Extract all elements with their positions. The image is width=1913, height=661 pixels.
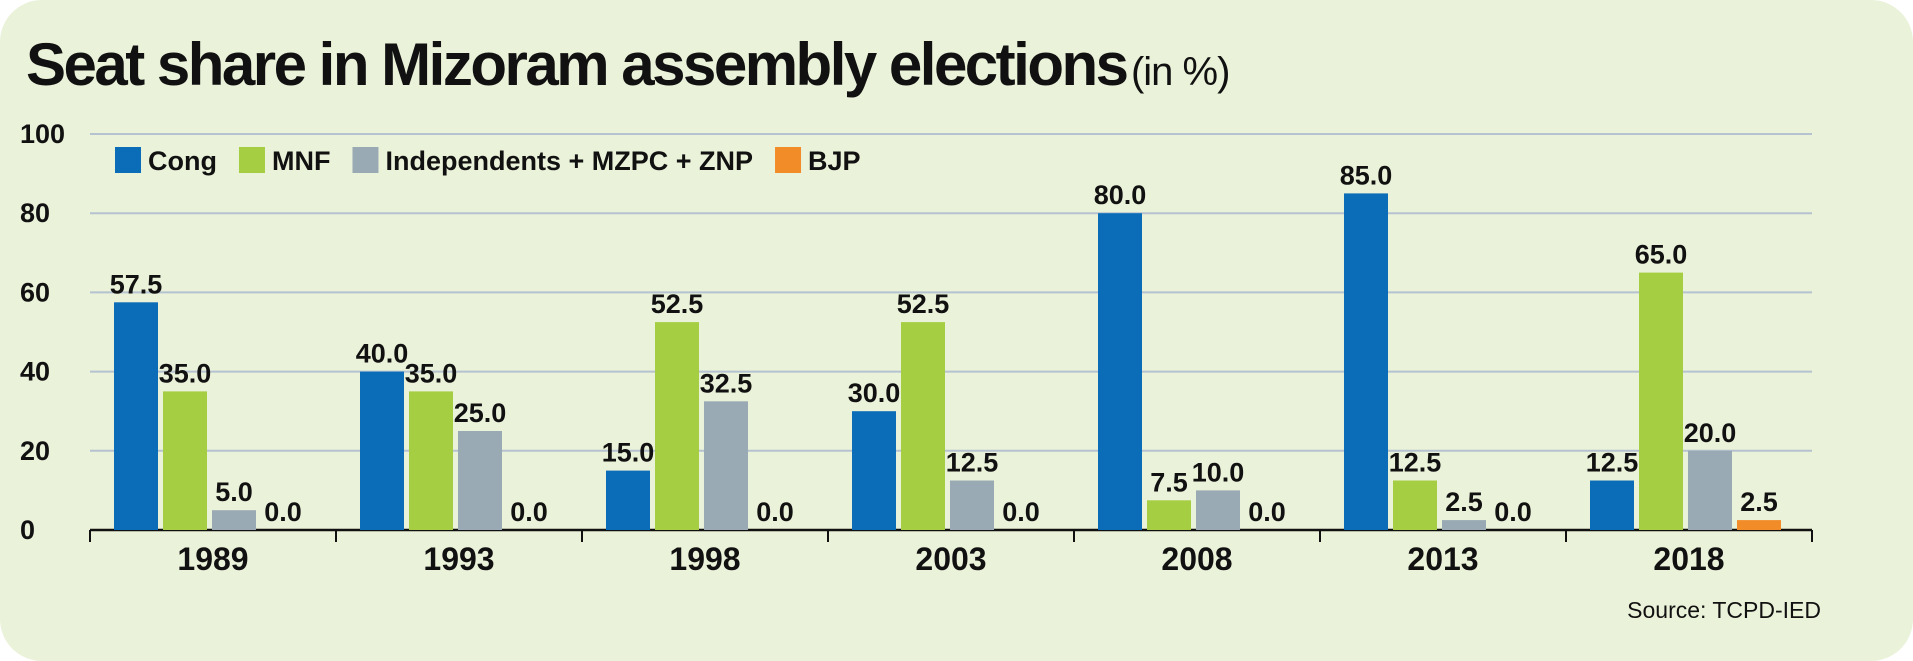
bar-mnf: [163, 391, 207, 530]
x-tick-label: 2008: [1161, 541, 1232, 577]
legend-swatch: [115, 147, 141, 173]
data-label: 10.0: [1192, 457, 1245, 487]
data-label: 2.5: [1740, 487, 1778, 517]
x-tick-label: 1998: [669, 541, 740, 577]
y-tick-label: 40: [20, 357, 50, 387]
data-label: 20.0: [1684, 418, 1737, 448]
data-label: 0.0: [1494, 497, 1532, 527]
data-label: 0.0: [264, 497, 302, 527]
y-tick-label: 100: [20, 119, 65, 149]
legend-label: Independents + MZPC + ZNP: [385, 146, 753, 176]
data-label: 52.5: [897, 289, 950, 319]
bar-independents-mzpc-znp: [458, 431, 502, 530]
bar-cong: [606, 470, 650, 530]
bar-independents-mzpc-znp: [1196, 490, 1240, 530]
x-tick-label: 2013: [1407, 541, 1478, 577]
bar-independents-mzpc-znp: [950, 480, 994, 530]
bar-cong: [1098, 213, 1142, 530]
x-tick-label: 1989: [177, 541, 248, 577]
data-label: 35.0: [405, 358, 458, 388]
x-tick-label: 2003: [915, 541, 986, 577]
bar-mnf: [409, 391, 453, 530]
bar-bjp: [1737, 520, 1781, 530]
bar-mnf: [655, 322, 699, 530]
data-label: 52.5: [651, 289, 704, 319]
data-label: 0.0: [756, 497, 794, 527]
chart-title-text: Seat share in Mizoram assembly elections: [26, 31, 1129, 98]
bar-cong: [1590, 480, 1634, 530]
data-label: 25.0: [454, 398, 507, 428]
data-label: 7.5: [1150, 467, 1188, 497]
data-label: 57.5: [110, 269, 163, 299]
data-label: 12.5: [1586, 448, 1639, 478]
data-label: 85.0: [1340, 160, 1393, 190]
y-tick-label: 80: [20, 198, 50, 228]
data-label: 80.0: [1094, 180, 1147, 210]
bar-mnf: [901, 322, 945, 530]
data-label: 0.0: [510, 497, 548, 527]
data-label: 15.0: [602, 438, 655, 468]
bar-independents-mzpc-znp: [212, 510, 256, 530]
data-label: 40.0: [356, 339, 409, 369]
data-label: 12.5: [946, 448, 999, 478]
x-tick-label: 1993: [423, 541, 494, 577]
y-tick-label: 20: [20, 436, 50, 466]
bar-independents-mzpc-znp: [704, 401, 748, 530]
legend-swatch: [352, 147, 379, 173]
legend-swatch: [238, 147, 265, 173]
bar-mnf: [1147, 500, 1191, 530]
data-label: 2.5: [1445, 487, 1483, 517]
y-tick-label: 0: [20, 515, 35, 545]
source-note: Source: TCPD-IED: [1627, 597, 1821, 623]
bar-cong: [360, 371, 404, 530]
bar-cong: [852, 411, 896, 530]
bar-mnf: [1639, 272, 1683, 530]
chart-title: Seat share in Mizoram assembly elections…: [26, 30, 1230, 99]
data-label: 0.0: [1248, 497, 1286, 527]
bar-cong: [114, 302, 158, 530]
x-tick-label: 2018: [1653, 541, 1724, 577]
legend-swatch: [775, 147, 802, 173]
data-label: 5.0: [215, 477, 253, 507]
legend-label: Cong: [148, 146, 217, 176]
data-label: 30.0: [848, 378, 901, 408]
legend-label: MNF: [272, 146, 330, 176]
data-label: 65.0: [1635, 240, 1688, 270]
y-tick-label: 60: [20, 277, 50, 307]
data-label: 0.0: [1002, 497, 1040, 527]
bar-mnf: [1393, 480, 1437, 530]
data-label: 35.0: [159, 358, 212, 388]
data-label: 12.5: [1389, 448, 1442, 478]
bar-cong: [1344, 193, 1388, 530]
bar-independents-mzpc-znp: [1688, 450, 1732, 530]
chart-title-unit: (in %): [1130, 50, 1230, 94]
legend-label: BJP: [808, 146, 861, 176]
data-label: 32.5: [700, 368, 753, 398]
bar-independents-mzpc-znp: [1442, 520, 1486, 530]
